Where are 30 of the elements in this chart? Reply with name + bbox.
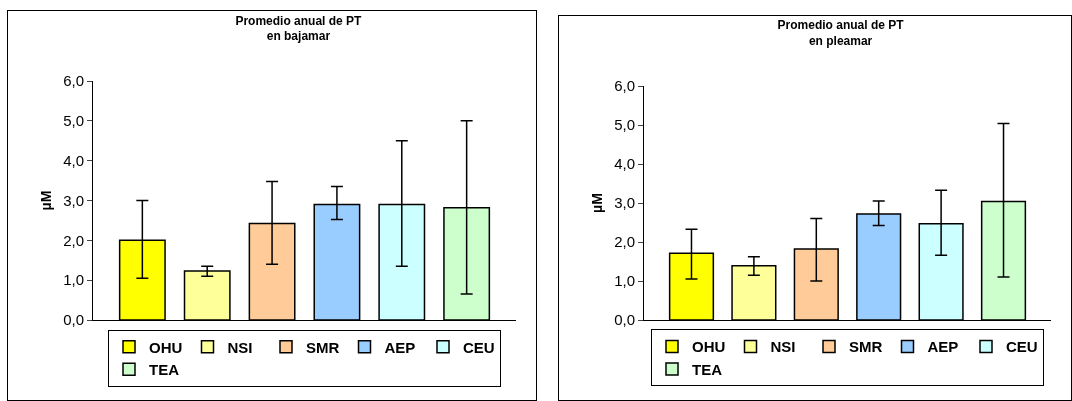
legend-label: OHU <box>149 338 183 356</box>
y-tick-label: 1,0 <box>614 272 635 290</box>
y-tick-label: 2,0 <box>63 231 84 249</box>
chart-title: Promedio anual de PT en pleamar <box>777 18 905 49</box>
legend-label: SMR <box>849 338 883 356</box>
legend-label: NSI <box>227 338 253 356</box>
y-tick-label: 3,0 <box>63 191 84 209</box>
legend-label: CEU <box>1006 338 1038 356</box>
legend-label: AEP <box>927 338 959 356</box>
y-tick-label: 2,0 <box>614 233 635 251</box>
y-tick-label: 6,0 <box>614 77 635 95</box>
legend-label: CEU <box>463 338 495 356</box>
legend-label: SMR <box>306 338 340 356</box>
y-tick-label: 5,0 <box>63 112 84 130</box>
legend-label: AEP <box>384 338 416 356</box>
legend-label: TEA <box>149 361 180 379</box>
y-tick-label: 6,0 <box>63 72 84 90</box>
legend-label: TEA <box>692 360 723 378</box>
y-tick-label: 3,0 <box>614 194 635 212</box>
legend-label: OHU <box>692 338 726 356</box>
chart-title: Promedio anual de PT en bajamar <box>235 13 363 44</box>
y-tick-label: 0,0 <box>614 311 635 329</box>
y-tick-label: 4,0 <box>614 155 635 173</box>
y-tick-label: 0,0 <box>63 311 84 329</box>
y-axis-title: µM <box>588 193 605 213</box>
legend-label: NSI <box>770 338 796 356</box>
y-tick-label: 1,0 <box>63 271 84 289</box>
y-tick-label: 5,0 <box>614 116 635 134</box>
y-tick-label: 4,0 <box>63 151 84 169</box>
y-axis-title: µM <box>37 190 54 211</box>
